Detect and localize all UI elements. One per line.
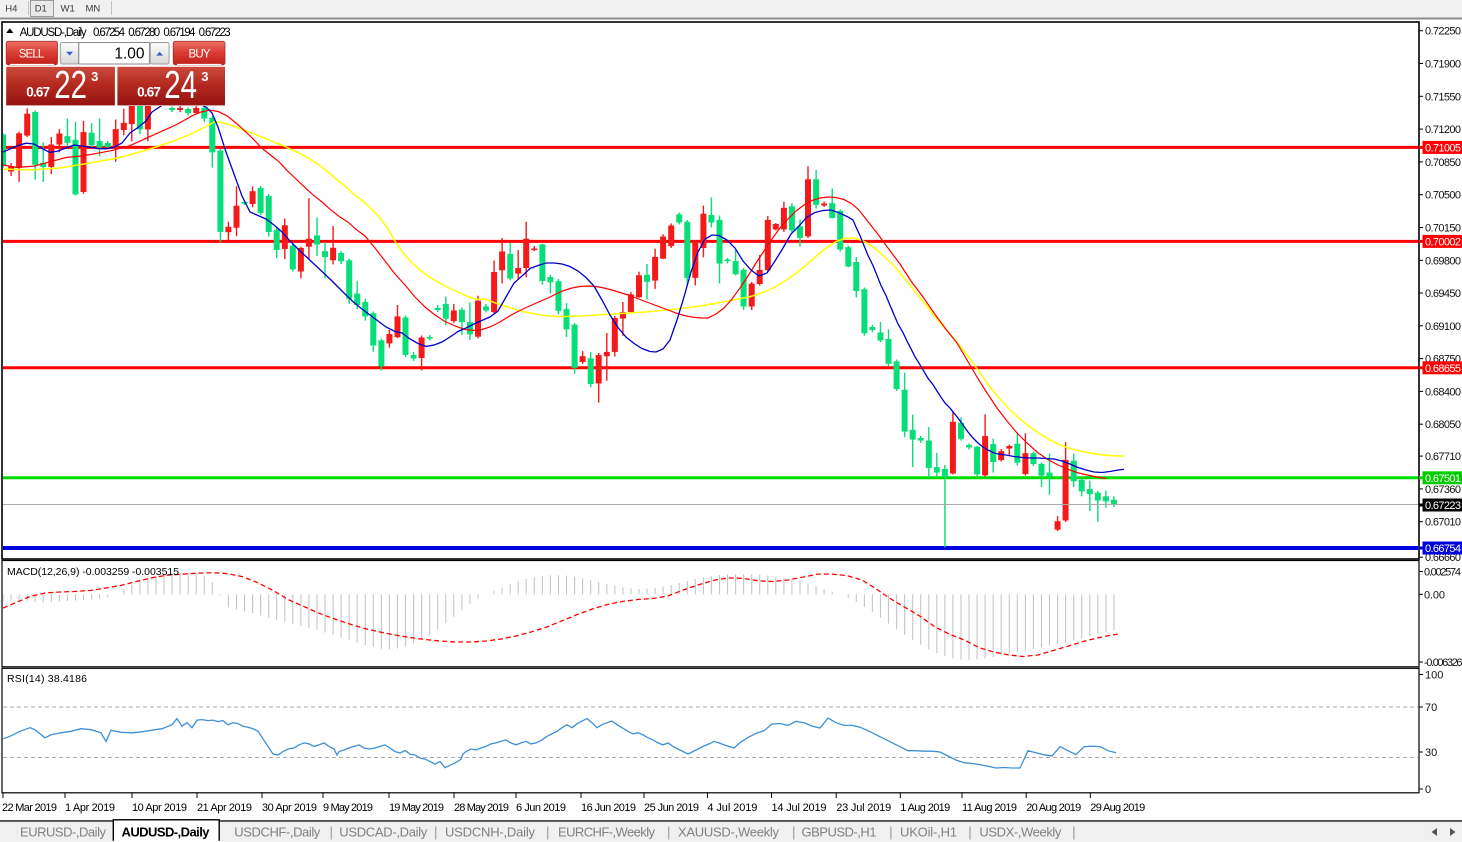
svg-text:30 Apr 2019: 30 Apr 2019 [262,802,317,814]
svg-text:0.67223: 0.67223 [1425,500,1461,512]
svg-text:0: 0 [1425,784,1431,796]
svg-text:-0.006326: -0.006326 [1424,657,1462,669]
svg-text:AUDUSD-,Daily: AUDUSD-,Daily [20,27,87,39]
svg-text:0.67710: 0.67710 [1425,451,1461,463]
svg-text:H4: H4 [5,4,17,15]
svg-text:USDCHF-,Daily: USDCHF-,Daily [234,825,320,840]
svg-text:29 Aug 2019: 29 Aug 2019 [1090,802,1145,814]
svg-text:USDCAD-,Daily: USDCAD-,Daily [339,825,428,840]
svg-text:0.67280: 0.67280 [128,27,160,39]
svg-text:4 Jul 2019: 4 Jul 2019 [707,802,757,814]
svg-text:10 Apr 2019: 10 Apr 2019 [132,802,187,814]
svg-text:22: 22 [54,64,87,107]
svg-text:0.67254: 0.67254 [93,27,126,39]
svg-text:0.66660: 0.66660 [1425,552,1461,564]
svg-text:XAUUSD-,Weekly: XAUUSD-,Weekly [678,825,780,840]
svg-text:22 Mar 2019: 22 Mar 2019 [2,802,57,814]
svg-text:6 Jun 2019: 6 Jun 2019 [516,802,566,814]
svg-text:19 May 2019: 19 May 2019 [389,802,444,814]
svg-text:28 May 2019: 28 May 2019 [454,802,509,814]
svg-text:20 Aug 2019: 20 Aug 2019 [1026,802,1081,814]
svg-text:GBPUSD-,H1: GBPUSD-,H1 [802,825,877,840]
svg-text:0.002574: 0.002574 [1424,567,1461,579]
svg-text:|: | [434,825,438,840]
svg-text:|: | [889,825,893,840]
svg-text:14 Jul 2019: 14 Jul 2019 [772,802,827,814]
svg-text:0.72250: 0.72250 [1425,26,1461,38]
svg-text:0.71200: 0.71200 [1425,124,1461,136]
svg-text:MACD(12,26,9) -0.003259 -0.003: MACD(12,26,9) -0.003259 -0.003515 [7,566,179,578]
svg-text:1.00: 1.00 [114,46,145,63]
svg-text:0.00: 0.00 [1424,589,1445,601]
svg-text:100: 100 [1425,670,1443,682]
svg-text:0.69800: 0.69800 [1425,255,1461,267]
svg-text:0.67: 0.67 [26,84,50,99]
svg-text:0.68050: 0.68050 [1425,419,1461,431]
svg-text:0.67: 0.67 [137,84,161,99]
svg-text:|: | [330,825,334,840]
svg-text:UKOil-,H1: UKOil-,H1 [900,825,957,840]
svg-text:W1: W1 [61,4,75,15]
svg-text:|: | [792,825,796,840]
svg-text:25 Jun 2019: 25 Jun 2019 [644,802,699,814]
svg-text:0.67223: 0.67223 [199,27,231,39]
svg-text:1 Aug 2019: 1 Aug 2019 [900,802,950,814]
svg-text:EURCHF-,Weekly: EURCHF-,Weekly [558,825,656,840]
svg-text:0.67194: 0.67194 [163,27,196,39]
svg-text:0.70150: 0.70150 [1425,223,1461,235]
svg-text:SELL: SELL [19,49,45,61]
svg-text:|: | [546,825,550,840]
svg-text:11 Aug 2019: 11 Aug 2019 [962,802,1017,814]
svg-text:|: | [667,825,671,840]
svg-text:AUDUSD-,Daily: AUDUSD-,Daily [122,825,211,840]
svg-text:1 Apr 2019: 1 Apr 2019 [65,802,115,814]
svg-text:|: | [1072,825,1076,840]
svg-text:|: | [968,825,972,840]
svg-text:3: 3 [201,69,208,84]
svg-text:0.69450: 0.69450 [1425,288,1461,300]
svg-text:23 Jul 2019: 23 Jul 2019 [836,802,891,814]
svg-text:70: 70 [1425,702,1437,714]
svg-text:0.69100: 0.69100 [1425,321,1461,333]
svg-text:0.68400: 0.68400 [1425,386,1461,398]
svg-text:0.70002: 0.70002 [1425,236,1461,248]
svg-text:EURUSD-,Daily: EURUSD-,Daily [20,825,107,840]
svg-text:0.71550: 0.71550 [1425,91,1461,103]
svg-text:0.71900: 0.71900 [1425,59,1461,71]
svg-text:0.67010: 0.67010 [1425,517,1461,529]
svg-text:0.67360: 0.67360 [1425,484,1461,496]
svg-text:USDCNH-,Daily: USDCNH-,Daily [445,825,536,840]
svg-text:9 May 2019: 9 May 2019 [323,802,373,814]
svg-text:USDX-,Weekly: USDX-,Weekly [979,825,1062,840]
svg-text:BUY: BUY [189,49,211,61]
svg-text:0.66754: 0.66754 [1425,543,1461,555]
svg-text:0.70850: 0.70850 [1425,157,1461,169]
svg-text:24: 24 [164,64,197,107]
svg-text:0.71005: 0.71005 [1425,142,1461,154]
svg-text:0.68655: 0.68655 [1425,363,1461,375]
svg-text:0.67501: 0.67501 [1425,473,1461,485]
svg-text:RSI(14) 38.4186: RSI(14) 38.4186 [7,673,87,685]
svg-text:MN: MN [86,4,101,15]
svg-text:D1: D1 [35,4,47,15]
svg-text:16 Jun 2019: 16 Jun 2019 [581,802,636,814]
svg-text:30: 30 [1425,747,1437,759]
svg-text:3: 3 [91,69,98,84]
svg-text:0.70500: 0.70500 [1425,190,1461,202]
svg-text:21 Apr 2019: 21 Apr 2019 [197,802,252,814]
